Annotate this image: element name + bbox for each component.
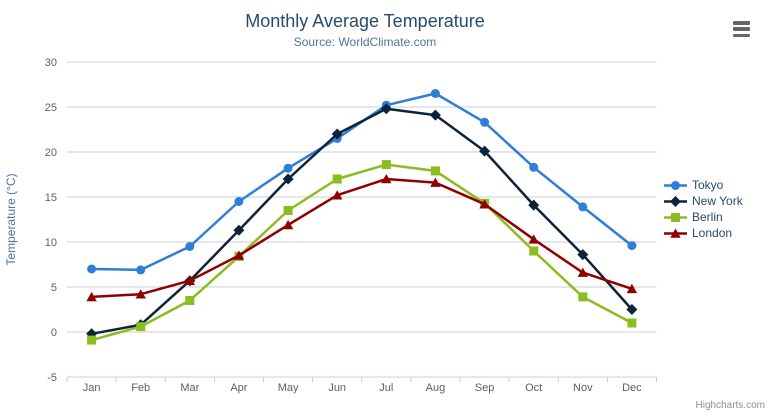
point-london-jul[interactable] [381,174,392,184]
legend-label-new-york: New York [692,194,743,208]
legend-marker-berlin [664,212,687,222]
series-new-york [86,103,638,340]
x-axis-label: Apr [230,382,247,394]
point-london-jun[interactable] [332,190,343,200]
series-line-berlin [90,163,634,342]
point-tokyo-dec[interactable] [627,241,637,251]
y-axis-label: 25 [45,102,57,114]
point-tokyo-sep[interactable] [480,117,490,127]
x-axis-label: Jun [328,382,346,394]
point-tokyo-oct[interactable] [529,162,539,172]
point-tokyo-may[interactable] [283,163,293,173]
point-berlin-feb[interactable] [136,322,146,332]
x-axis-label: Jan [83,382,101,394]
hamburger-bar [733,21,750,25]
point-berlin-jun[interactable] [332,174,342,184]
point-new-york-apr[interactable] [233,224,245,236]
highcharts-credit[interactable]: Highcharts.com [695,400,765,411]
point-tokyo-nov[interactable] [578,202,588,212]
point-tokyo-feb[interactable] [136,265,146,275]
point-london-dec[interactable] [626,283,638,294]
series-line-london [90,177,634,299]
x-axis-label: Aug [426,382,446,394]
legend-label-tokyo: Tokyo [692,178,724,192]
y-axis-label: 20 [45,147,57,159]
point-new-york-aug[interactable] [429,109,441,121]
series-line-tokyo [90,92,634,272]
x-axis-label: Nov [573,382,593,394]
point-new-york-dec[interactable] [626,304,638,315]
legend-marker-london [664,228,687,238]
point-berlin-mar[interactable] [185,296,195,305]
y-axis-label: 30 [45,57,57,69]
x-axis-label: Sep [475,382,495,394]
y-axis-label: 0 [51,327,57,339]
point-new-york-jul[interactable] [380,103,392,115]
point-london-feb[interactable] [135,289,146,299]
point-berlin-oct[interactable] [529,246,539,256]
legend-item-new-york[interactable]: New York [664,193,743,209]
legend: Tokyo New York Berlin London [664,177,743,241]
point-berlin-may[interactable] [283,206,293,215]
legend-label-london: London [692,226,733,240]
legend-symbol-london [670,228,681,238]
point-berlin-jan[interactable] [87,335,97,345]
x-axis-label: Jul [379,382,393,394]
point-london-mar[interactable] [184,275,195,285]
legend-marker-tokyo [664,180,687,190]
point-berlin-jul[interactable] [381,160,391,170]
point-new-york-sep[interactable] [479,145,491,157]
point-new-york-oct[interactable] [528,199,540,211]
point-new-york-may[interactable] [282,173,294,185]
point-berlin-dec[interactable] [627,318,637,328]
point-tokyo-mar[interactable] [185,242,195,251]
legend-marker-new-york [664,195,687,207]
legend-item-berlin[interactable]: Berlin [664,209,743,225]
y-axis-title: Temperature (°C) [4,173,18,265]
series-line-new-york [90,107,634,336]
legend-symbol-berlin [671,212,680,222]
point-berlin-nov[interactable] [578,292,588,302]
x-axis-label: Dec [622,382,642,394]
x-axis-label: May [278,382,299,394]
legend-item-london[interactable]: London [664,225,743,241]
point-london-apr[interactable] [233,250,245,260]
hamburger-menu-icon[interactable] [733,21,750,37]
hamburger-bar [733,33,750,37]
legend-symbol-new-york [670,195,681,207]
hamburger-bar [733,27,750,31]
point-london-nov[interactable] [577,267,588,277]
point-tokyo-aug[interactable] [430,89,440,98]
point-london-may[interactable] [282,219,294,230]
point-new-york-nov[interactable] [577,249,589,261]
x-axis-label: Feb [131,382,150,394]
y-axis-label: 10 [45,237,57,249]
chart-title: Monthly Average Temperature [245,11,485,31]
point-tokyo-apr[interactable] [234,197,244,206]
point-tokyo-jan[interactable] [87,264,97,274]
legend-symbol-tokyo [671,180,680,190]
series-tokyo [87,89,637,275]
point-berlin-aug[interactable] [430,166,440,176]
point-london-jan[interactable] [86,291,97,302]
y-axis-label: 5 [51,282,57,294]
legend-item-tokyo[interactable]: Tokyo [664,177,743,193]
point-london-aug[interactable] [430,177,441,187]
x-axis-label: Oct [525,382,542,394]
x-axis-label: Mar [180,382,199,394]
legend-label-berlin: Berlin [692,210,723,224]
point-london-sep[interactable] [479,199,490,209]
point-new-york-jun[interactable] [331,128,343,140]
y-axis-label: -5 [47,372,57,384]
chart-subtitle: Source: WorldClimate.com [293,35,437,49]
y-axis-label: 15 [45,192,57,204]
point-london-oct[interactable] [528,234,539,244]
series-london [86,174,638,302]
